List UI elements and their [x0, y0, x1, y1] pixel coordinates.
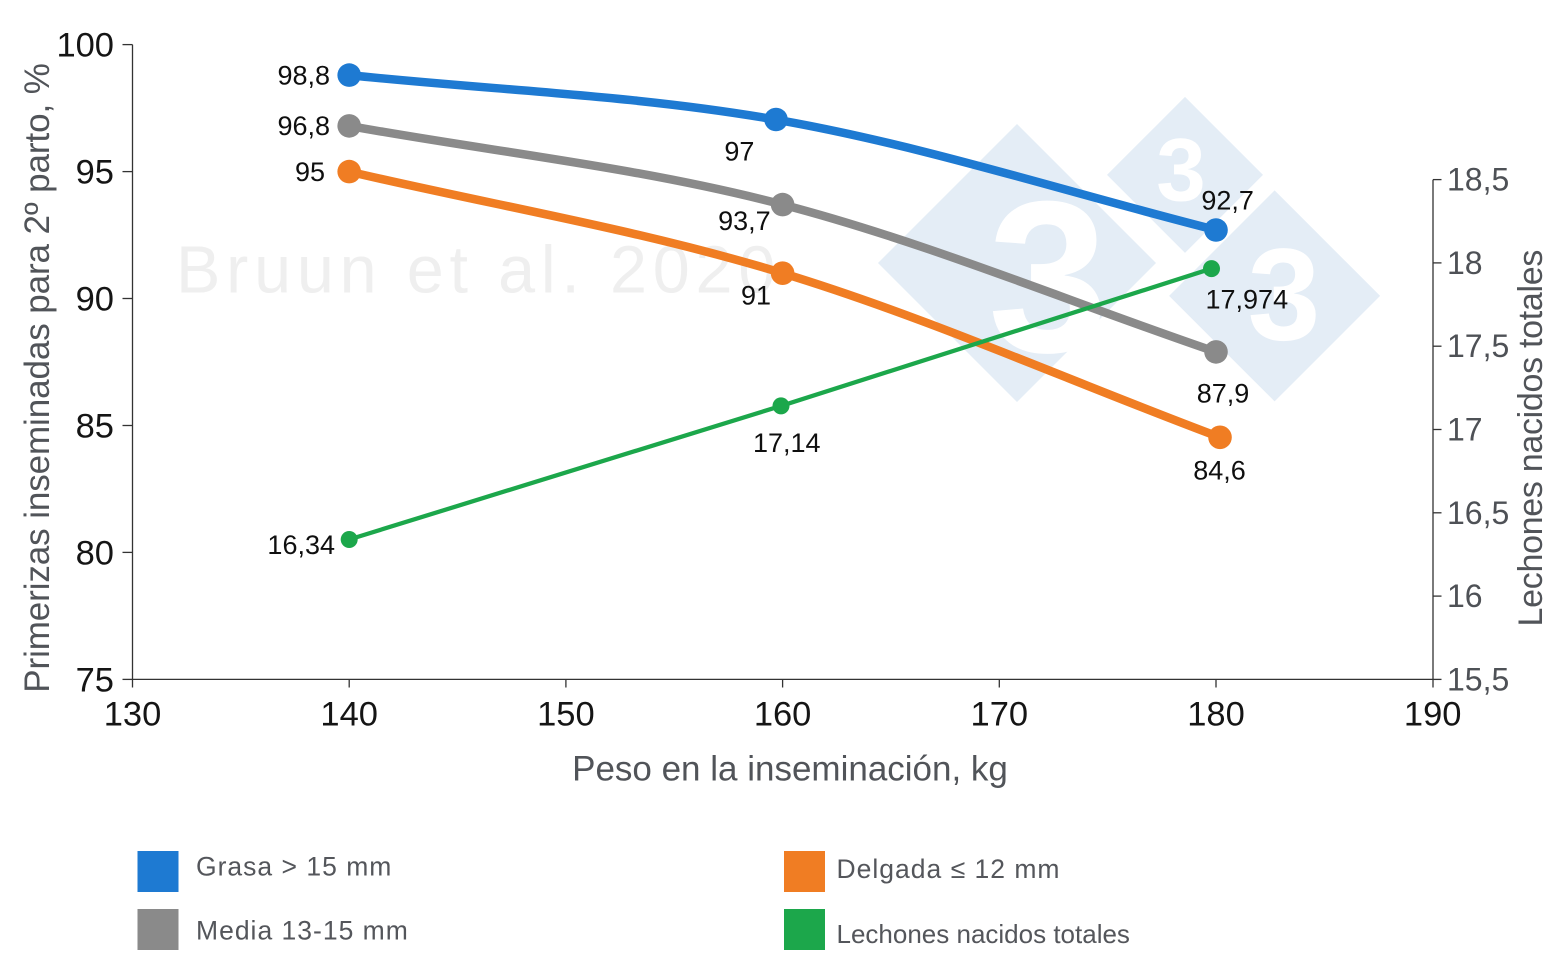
svg-text:85: 85	[76, 407, 114, 445]
svg-text:80: 80	[76, 534, 114, 572]
svg-text:84,6: 84,6	[1193, 455, 1246, 485]
svg-text:Lechones nacidos totales: Lechones nacidos totales	[1512, 250, 1550, 627]
svg-text:91: 91	[741, 281, 771, 311]
svg-text:190: 190	[1404, 696, 1462, 734]
svg-text:15,5: 15,5	[1447, 661, 1509, 697]
svg-text:17,14: 17,14	[753, 428, 821, 458]
svg-text:170: 170	[971, 696, 1029, 734]
svg-text:Delgada ≤ 12 mm: Delgada ≤ 12 mm	[837, 854, 1061, 884]
svg-text:16: 16	[1447, 578, 1483, 614]
svg-text:3: 3	[1248, 221, 1321, 368]
svg-text:17,974: 17,974	[1206, 285, 1289, 315]
svg-text:17,5: 17,5	[1447, 328, 1509, 364]
svg-text:98,8: 98,8	[277, 60, 330, 90]
svg-text:160: 160	[754, 696, 812, 734]
svg-text:3: 3	[1156, 119, 1206, 219]
svg-text:92,7: 92,7	[1201, 185, 1254, 215]
svg-text:130: 130	[104, 696, 162, 734]
svg-text:100: 100	[56, 27, 114, 65]
svg-text:Peso en la inseminación, kg: Peso en la inseminación, kg	[572, 750, 1008, 789]
svg-text:96,8: 96,8	[277, 111, 330, 141]
svg-text:18,5: 18,5	[1447, 162, 1509, 198]
svg-text:Lechones nacidos totales: Lechones nacidos totales	[837, 919, 1130, 949]
svg-text:Grasa > 15 mm: Grasa > 15 mm	[196, 852, 392, 882]
svg-text:18: 18	[1447, 245, 1483, 281]
svg-text:140: 140	[320, 696, 378, 734]
svg-text:90: 90	[76, 280, 114, 318]
svg-text:Primerizas inseminadas para 2º: Primerizas inseminadas para 2º parto, %	[18, 63, 57, 692]
svg-text:75: 75	[76, 661, 114, 699]
svg-text:17: 17	[1447, 412, 1483, 448]
svg-text:95: 95	[76, 154, 114, 192]
svg-text:Media 13-15 mm: Media 13-15 mm	[196, 916, 409, 946]
svg-text:16,34: 16,34	[267, 530, 335, 560]
svg-text:87,9: 87,9	[1197, 378, 1250, 408]
svg-text:95: 95	[295, 157, 325, 187]
svg-text:93,7: 93,7	[718, 206, 771, 236]
svg-text:97: 97	[724, 136, 754, 166]
svg-text:16,5: 16,5	[1447, 495, 1509, 531]
svg-text:180: 180	[1187, 696, 1245, 734]
svg-text:150: 150	[537, 696, 595, 734]
